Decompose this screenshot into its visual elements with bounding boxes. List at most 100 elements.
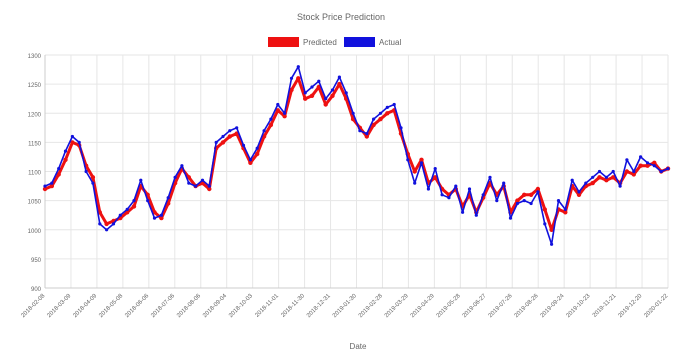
data-point-actual[interactable] <box>296 65 300 69</box>
data-point-predicted[interactable] <box>576 192 582 197</box>
data-point-predicted[interactable] <box>289 87 294 93</box>
data-point-predicted[interactable] <box>90 175 96 180</box>
data-point-predicted[interactable] <box>433 175 438 180</box>
data-point-actual[interactable] <box>419 161 424 165</box>
data-point-actual[interactable] <box>488 175 492 179</box>
data-point-actual[interactable] <box>454 184 458 188</box>
data-point-actual[interactable] <box>365 132 369 136</box>
data-point-predicted[interactable] <box>597 175 602 180</box>
data-point-predicted[interactable] <box>220 140 226 145</box>
data-point-actual[interactable] <box>536 190 540 194</box>
data-point-predicted[interactable] <box>275 108 280 113</box>
data-point-predicted[interactable] <box>303 96 308 101</box>
data-point-actual[interactable] <box>289 76 294 80</box>
data-point-actual[interactable] <box>98 222 102 226</box>
data-point-predicted[interactable] <box>638 163 643 168</box>
data-point-actual[interactable] <box>632 169 636 174</box>
data-point-actual[interactable] <box>413 181 417 185</box>
data-point-actual[interactable] <box>426 187 430 191</box>
data-point-actual[interactable] <box>118 213 122 217</box>
data-point-predicted[interactable] <box>419 157 424 162</box>
data-point-actual[interactable] <box>543 222 547 226</box>
data-point-actual[interactable] <box>611 169 615 174</box>
legend-item-actual[interactable]: Actual <box>344 37 401 47</box>
data-point-actual[interactable] <box>214 140 218 144</box>
data-point-actual[interactable] <box>508 216 513 220</box>
data-point-actual[interactable] <box>276 102 280 107</box>
data-point-predicted[interactable] <box>364 134 369 139</box>
data-point-actual[interactable] <box>372 117 376 121</box>
data-point-actual[interactable] <box>461 210 465 214</box>
data-point-predicted[interactable] <box>104 221 109 227</box>
data-point-predicted[interactable] <box>248 160 253 165</box>
data-point-actual[interactable] <box>228 129 232 133</box>
data-point-actual[interactable] <box>522 199 526 203</box>
data-point-actual[interactable] <box>235 126 239 130</box>
data-point-predicted[interactable] <box>535 186 541 192</box>
data-point-actual[interactable] <box>556 199 561 203</box>
data-point-actual[interactable] <box>324 97 328 101</box>
data-point-actual[interactable] <box>111 222 116 226</box>
data-point-actual[interactable] <box>303 91 307 95</box>
data-point-actual[interactable] <box>399 126 403 130</box>
data-point-predicted[interactable] <box>542 207 547 212</box>
data-point-actual[interactable] <box>385 105 389 109</box>
data-point-actual[interactable] <box>125 207 129 211</box>
data-point-predicted[interactable] <box>549 227 554 232</box>
data-point-actual[interactable] <box>248 158 252 162</box>
data-point-actual[interactable] <box>84 169 88 174</box>
data-point-predicted[interactable] <box>131 204 137 209</box>
data-point-actual[interactable] <box>447 196 451 200</box>
data-point-actual[interactable] <box>180 164 184 168</box>
data-point-actual[interactable] <box>529 201 533 206</box>
data-point-actual[interactable] <box>105 228 109 232</box>
data-point-actual[interactable] <box>392 102 396 107</box>
data-point-predicted[interactable] <box>309 93 315 99</box>
data-point-actual[interactable] <box>132 199 136 203</box>
data-point-actual[interactable] <box>433 167 437 171</box>
data-point-predicted[interactable] <box>56 172 61 177</box>
data-point-actual[interactable] <box>378 111 383 115</box>
legend-item-predicted[interactable]: Predicted <box>268 37 337 47</box>
data-point-predicted[interactable] <box>49 183 54 189</box>
data-point-actual[interactable] <box>406 158 410 162</box>
data-point-actual[interactable] <box>337 75 341 79</box>
data-point-predicted[interactable] <box>522 192 527 197</box>
data-point-actual[interactable] <box>666 167 670 171</box>
data-point-actual[interactable] <box>262 129 266 133</box>
data-point-predicted[interactable] <box>604 178 609 183</box>
data-point-actual[interactable] <box>91 181 95 185</box>
data-point-actual[interactable] <box>221 134 225 139</box>
data-point-actual[interactable] <box>310 85 314 89</box>
data-point-predicted[interactable] <box>227 134 232 139</box>
data-point-actual[interactable] <box>159 213 163 217</box>
data-point-actual[interactable] <box>570 178 574 182</box>
data-point-predicted[interactable] <box>337 81 342 87</box>
data-point-actual[interactable] <box>351 111 355 115</box>
data-point-actual[interactable] <box>63 149 68 153</box>
data-point-predicted[interactable] <box>590 180 595 186</box>
data-point-actual[interactable] <box>604 175 609 179</box>
data-point-actual[interactable] <box>584 181 588 185</box>
data-point-predicted[interactable] <box>385 111 390 116</box>
data-point-predicted[interactable] <box>207 186 212 192</box>
data-point-actual[interactable] <box>57 167 61 171</box>
data-point-actual[interactable] <box>618 184 622 188</box>
data-point-actual[interactable] <box>502 181 506 185</box>
data-point-predicted[interactable] <box>268 122 274 128</box>
data-point-predicted[interactable] <box>378 116 383 122</box>
data-point-actual[interactable] <box>173 175 177 179</box>
data-point-actual[interactable] <box>344 91 348 95</box>
data-point-actual[interactable] <box>358 129 362 133</box>
data-point-actual[interactable] <box>474 213 478 217</box>
data-point-predicted[interactable] <box>42 186 48 192</box>
data-point-predicted[interactable] <box>282 114 287 119</box>
data-point-actual[interactable] <box>139 178 143 182</box>
data-point-predicted[interactable] <box>528 192 534 197</box>
data-point-actual[interactable] <box>77 140 81 144</box>
data-point-actual[interactable] <box>591 175 595 179</box>
data-point-actual[interactable] <box>283 111 287 115</box>
data-point-predicted[interactable] <box>63 157 68 162</box>
data-point-predicted[interactable] <box>255 151 260 157</box>
data-point-predicted[interactable] <box>563 210 568 215</box>
